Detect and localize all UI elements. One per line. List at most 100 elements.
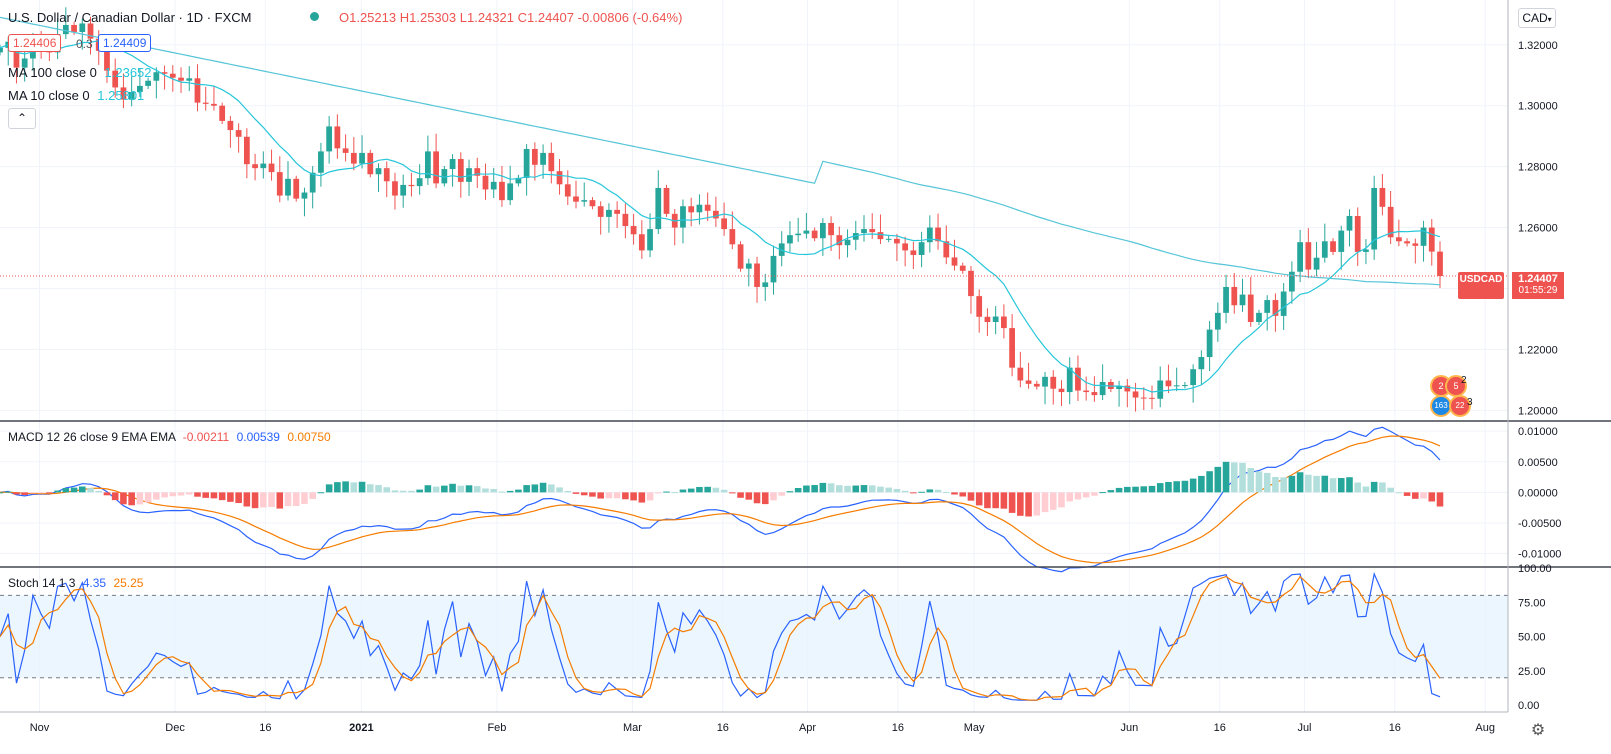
macd-hist-bar — [1017, 492, 1024, 516]
macd-legend[interactable]: MACD 12 26 close 9 EMA EMA -0.00211 0.00… — [8, 430, 331, 444]
candle-body — [1420, 227, 1427, 246]
candle-body — [869, 229, 876, 233]
price-tick-label: 1.32000 — [1518, 40, 1558, 52]
candle-body — [1206, 329, 1213, 358]
macd-hist-bar — [54, 490, 61, 493]
macd-hist-bar — [1189, 478, 1197, 493]
ma100-legend[interactable]: MA 100 close 0 1.23652 — [8, 65, 152, 80]
candle-body — [1239, 294, 1246, 306]
economic-events[interactable]: 2 5 2 163 22 3 — [1425, 375, 1477, 417]
candle-body — [836, 235, 843, 246]
stoch-tick-label: 100.00 — [1518, 563, 1552, 575]
macd-hist-bar — [729, 492, 736, 494]
x-tick-label: 16 — [1389, 722, 1401, 734]
candle-body — [1099, 382, 1106, 396]
price-tick-label: 1.20000 — [1518, 405, 1558, 417]
macd-hist-bar — [1230, 462, 1238, 493]
x-tick-label: Jun — [1121, 722, 1139, 734]
macd-hist-bar — [1099, 492, 1106, 494]
stoch-legend[interactable]: Stoch 14 1 3 4.35 25.25 — [8, 576, 143, 590]
macd-hist-bar — [1379, 482, 1386, 493]
stoch-label: Stoch 14 1 3 — [8, 576, 76, 590]
candle-body — [1363, 249, 1369, 252]
macd-hist-bar — [778, 492, 786, 496]
collapse-legend-button[interactable]: ⌃ — [8, 108, 36, 129]
axes — [0, 0, 1611, 713]
price-badge: 1.24407 01:55:29 — [1512, 272, 1564, 299]
macd-hist-bar — [449, 483, 456, 493]
macd-hist-bar — [1181, 480, 1189, 493]
macd-hist-bar — [679, 489, 687, 493]
macd-hist-bar — [1206, 471, 1213, 493]
macd-hist-bar — [251, 492, 259, 509]
macd-hist-bar — [548, 484, 555, 493]
candle-body — [1387, 206, 1394, 238]
buy-button[interactable]: 1.24409 — [98, 34, 152, 52]
macd-hist-bar — [383, 487, 391, 493]
badge-symbol: USDCAD — [1459, 274, 1503, 285]
macd-hist-bar — [87, 488, 94, 493]
candle-body — [762, 282, 769, 287]
ma10-line — [0, 40, 1441, 393]
macd-hist-bar — [144, 492, 152, 503]
candle-body — [581, 200, 588, 202]
x-tick-label: Apr — [799, 722, 816, 734]
candle-body — [359, 152, 365, 164]
macd-hist-bar — [910, 492, 917, 494]
macd-hist-bar — [408, 490, 415, 493]
macd-hist-bar — [185, 492, 193, 495]
macd-tick-label: 0.00500 — [1518, 457, 1558, 469]
macd-hist-bar — [70, 487, 78, 493]
currency-select[interactable]: CAD▾ — [1518, 8, 1556, 28]
candle-body — [1124, 385, 1131, 392]
macd-hist-bar — [292, 492, 300, 506]
macd-hist-bar — [465, 485, 473, 493]
candle-body — [1058, 388, 1065, 393]
macd-hist-bar — [153, 492, 160, 500]
candle-body — [1190, 369, 1197, 386]
candle-body — [630, 226, 637, 235]
candle-body — [1404, 241, 1410, 244]
candle-body — [918, 242, 925, 255]
candle-body — [235, 130, 242, 137]
ma10-legend[interactable]: MA 10 close 0 1.25801 — [8, 88, 144, 103]
macd-hist-bar — [1107, 490, 1115, 493]
candle-body — [474, 168, 481, 176]
candle-body — [1066, 367, 1073, 393]
candle-body — [1025, 380, 1032, 384]
macd-hist-bar — [605, 492, 613, 499]
sell-button[interactable]: 1.24406 — [8, 34, 62, 52]
macd-hist-bar — [1214, 466, 1222, 493]
macd-hist-bar — [687, 488, 695, 493]
candle-body — [540, 152, 546, 165]
settings-gear-icon[interactable]: ⚙ — [1530, 722, 1546, 739]
macd-hist-bar — [177, 492, 185, 496]
macd-hist-bar — [301, 492, 308, 504]
macd-hist-bar — [78, 486, 86, 493]
candle-body — [13, 41, 20, 68]
macd-hist-bar — [506, 490, 514, 493]
candles — [0, 7, 1443, 412]
macd-hist-bar — [951, 492, 958, 495]
macd-hist-bar — [942, 492, 950, 494]
macd-hist-bar — [992, 492, 999, 509]
macd-hist-bar — [860, 485, 868, 493]
spread-value: 0.3 — [76, 37, 93, 51]
ma100-label: MA 100 close 0 — [8, 65, 97, 80]
macd-hist-bar — [704, 486, 711, 493]
candle-body — [770, 255, 777, 283]
x-tick-label: Aug — [1475, 722, 1495, 734]
candle-body — [968, 270, 974, 297]
candle-body — [959, 265, 966, 271]
macd-hist-bar — [868, 485, 876, 493]
candle-body — [202, 102, 209, 104]
candle-body — [1379, 187, 1386, 207]
candle-body — [976, 296, 983, 317]
candle-body — [1330, 241, 1336, 252]
symbol-badge: USDCAD — [1458, 272, 1504, 299]
candle-body — [902, 243, 909, 251]
candle-body — [885, 238, 892, 240]
candle-body — [935, 227, 941, 242]
macd-hist-bar — [1115, 487, 1123, 493]
